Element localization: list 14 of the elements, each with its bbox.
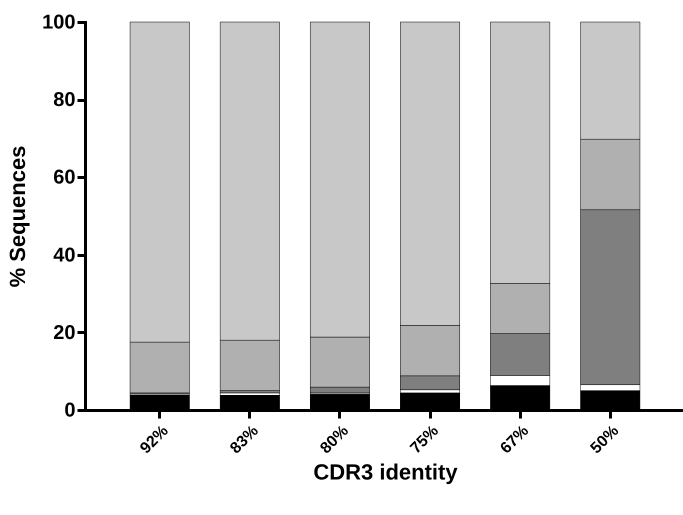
- y-tick-label: 0: [64, 400, 76, 422]
- x-tick-label: 92%: [137, 422, 172, 458]
- x-tick-label: 50%: [588, 422, 622, 458]
- x-tick-label: 75%: [407, 422, 442, 458]
- x-axis-title: CDR3 identity: [313, 459, 458, 484]
- y-tick-label: 40: [53, 244, 76, 266]
- x-tick-label: 67%: [497, 422, 532, 458]
- y-tick-label: 80: [53, 89, 76, 112]
- x-tick-label: 83%: [227, 422, 262, 458]
- y-tick-label: 60: [53, 166, 76, 189]
- x-tick-label: 80%: [317, 422, 352, 458]
- y-axis-title: % Sequences: [5, 146, 30, 288]
- y-tick-label: 100: [42, 12, 76, 34]
- y-tick-label: 20: [53, 322, 76, 344]
